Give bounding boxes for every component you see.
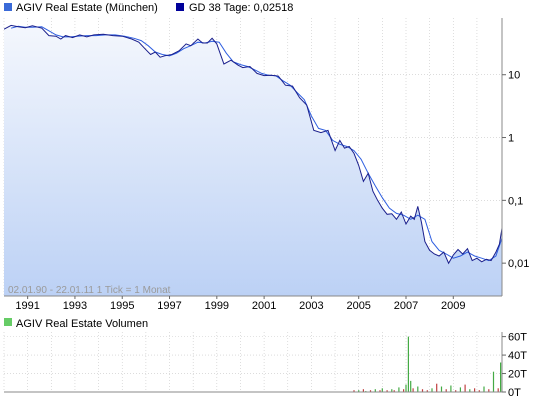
volume-bar bbox=[455, 390, 457, 392]
volume-y-tick-label: 20T bbox=[508, 369, 527, 381]
volume-bar bbox=[445, 389, 447, 392]
volume-bar bbox=[426, 390, 428, 392]
volume-bar bbox=[431, 388, 433, 392]
volume-bar bbox=[421, 389, 424, 392]
volume-bar bbox=[393, 390, 395, 392]
volume-bar bbox=[403, 389, 405, 392]
volume-bar bbox=[405, 384, 407, 392]
price-line bbox=[4, 24, 502, 265]
x-axis: 1991 1993 1995 1997 1999 2001 2003 2005 2007 2009 bbox=[4, 295, 502, 312]
volume-bar bbox=[469, 389, 471, 392]
legend-price-label: AGIV Real Estate (München) bbox=[16, 2, 158, 14]
legend-volume-swatch bbox=[4, 318, 12, 326]
volume-bar bbox=[450, 385, 452, 392]
volume-y-tick-label: 0T bbox=[508, 387, 521, 399]
volume-bar bbox=[417, 386, 419, 392]
price-y-tick-label: 0,1 bbox=[508, 195, 523, 207]
legend-price-swatch bbox=[4, 3, 12, 11]
x-tick-label: 1991 bbox=[15, 300, 39, 312]
volume-bar bbox=[440, 386, 443, 392]
volume-bar bbox=[398, 387, 400, 392]
volume-bar bbox=[459, 387, 461, 392]
x-tick-label: 2009 bbox=[441, 300, 465, 312]
x-tick-label: 2001 bbox=[252, 300, 276, 312]
volume-y-tick-label: 40T bbox=[508, 350, 527, 362]
volume-grid bbox=[3, 332, 502, 392]
volume-bar bbox=[500, 362, 502, 392]
volume-bar bbox=[483, 386, 485, 392]
watermark: 02.01.90 - 22.01.11 1 Tick = 1 Monat bbox=[8, 285, 171, 296]
price-y-tick-label: 10 bbox=[508, 70, 520, 82]
volume-bar bbox=[492, 371, 495, 392]
price-y-tick-label: 1 bbox=[508, 133, 514, 145]
volume-bar bbox=[410, 380, 412, 392]
x-tick-label: 1999 bbox=[205, 300, 229, 312]
legend-average-swatch bbox=[176, 3, 184, 11]
x-tick-label: 2007 bbox=[394, 300, 418, 312]
volume-panel: 0T 20T 40T 60T bbox=[3, 332, 527, 399]
volume-bar bbox=[381, 388, 383, 392]
volume-bar bbox=[412, 388, 414, 392]
volume-bar bbox=[478, 390, 480, 392]
volume-bar bbox=[464, 384, 466, 392]
legend-average-label: GD 38 Tage: 0,02518 bbox=[189, 2, 293, 14]
x-tick-label: 2003 bbox=[299, 300, 323, 312]
price-panel: 10 1 0,1 0,01 02.01.90 - 22.01.11 1 Tick = … bbox=[3, 18, 529, 296]
volume-bar bbox=[386, 390, 388, 392]
volume-bar bbox=[474, 388, 476, 392]
x-tick-label: 2005 bbox=[346, 300, 370, 312]
volume-bar bbox=[497, 388, 499, 392]
x-tick-label: 1995 bbox=[110, 300, 134, 312]
volume-bar bbox=[379, 390, 381, 392]
average-line bbox=[10, 25, 502, 262]
volume-bar bbox=[488, 389, 490, 392]
price-y-ticks: 10 1 0,1 0,01 bbox=[502, 70, 529, 270]
volume-bar bbox=[358, 390, 360, 392]
volume-bar bbox=[436, 383, 438, 392]
volume-bar bbox=[362, 389, 364, 392]
x-tick-label: 1993 bbox=[63, 300, 87, 312]
legend-volume-label: AGIV Real Estate Volumen bbox=[16, 318, 148, 330]
price-area-fill bbox=[4, 25, 502, 296]
volume-bar bbox=[369, 390, 372, 392]
volume-bar bbox=[353, 390, 355, 392]
volume-y-ticks: 0T 20T 40T 60T bbox=[502, 332, 527, 399]
volume-y-tick-label: 60T bbox=[508, 332, 527, 344]
price-y-tick-label: 0,01 bbox=[508, 258, 529, 270]
volume-bars bbox=[353, 336, 502, 392]
x-tick-label: 1997 bbox=[157, 300, 181, 312]
volume-bar bbox=[391, 389, 393, 392]
volume-bar bbox=[374, 389, 376, 392]
volume-bar bbox=[407, 336, 409, 392]
